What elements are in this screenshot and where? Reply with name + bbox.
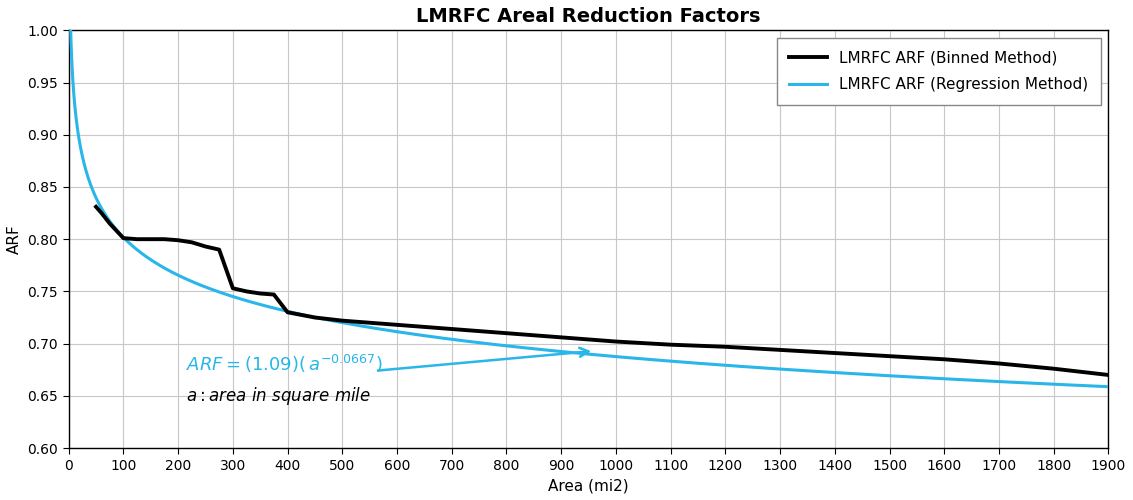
LMRFC ARF (Regression Method): [1101, 384, 1115, 390]
LMRFC ARF (Binned Method): [267, 292, 281, 298]
LMRFC ARF (Binned Method): [281, 310, 295, 316]
LMRFC ARF (Binned Method): [993, 360, 1006, 366]
Legend: LMRFC ARF (Binned Method), LMRFC ARF (Regression Method): LMRFC ARF (Binned Method), LMRFC ARF (Re…: [777, 38, 1101, 104]
LMRFC ARF (Binned Method): [1047, 366, 1060, 372]
LMRFC ARF (Binned Method): [212, 246, 225, 252]
Y-axis label: ARF: ARF: [7, 224, 22, 254]
X-axis label: Area (mi2): Area (mi2): [548, 478, 629, 493]
LMRFC ARF (Regression Method): [505, 344, 519, 349]
LMRFC ARF (Binned Method): [664, 342, 678, 347]
LMRFC ARF (Binned Method): [185, 240, 198, 246]
LMRFC ARF (Binned Method): [774, 347, 787, 353]
LMRFC ARF (Binned Method): [171, 237, 185, 243]
LMRFC ARF (Regression Method): [969, 378, 982, 384]
LMRFC ARF (Binned Method): [1101, 372, 1115, 378]
LMRFC ARF (Binned Method): [130, 236, 144, 242]
LMRFC ARF (Binned Method): [198, 244, 212, 250]
LMRFC ARF (Binned Method): [95, 210, 109, 216]
Line: LMRFC ARF (Regression Method): LMRFC ARF (Regression Method): [69, 0, 1108, 386]
LMRFC ARF (Binned Method): [335, 318, 349, 324]
LMRFC ARF (Binned Method): [144, 236, 157, 242]
LMRFC ARF (Binned Method): [240, 288, 254, 294]
Text: $ARF = (1.09)(\,a^{-0.0667})$: $ARF = (1.09)(\,a^{-0.0667})$: [186, 352, 383, 375]
Title: LMRFC Areal Reduction Factors: LMRFC Areal Reduction Factors: [416, 7, 760, 26]
LMRFC ARF (Binned Method): [610, 338, 623, 344]
Text: $\boldsymbol{\mathit{a: area\ in\ square\ mile}}$: $\boldsymbol{\mathit{a: area\ in\ square…: [186, 385, 372, 407]
LMRFC ARF (Binned Method): [937, 356, 951, 362]
Line: LMRFC ARF (Binned Method): LMRFC ARF (Binned Method): [96, 207, 1108, 375]
LMRFC ARF (Regression Method): [242, 298, 256, 304]
LMRFC ARF (Binned Method): [390, 322, 403, 328]
LMRFC ARF (Binned Method): [500, 330, 513, 336]
LMRFC ARF (Binned Method): [445, 326, 459, 332]
LMRFC ARF (Binned Method): [117, 235, 130, 241]
LMRFC ARF (Binned Method): [308, 314, 322, 320]
LMRFC ARF (Binned Method): [157, 236, 171, 242]
LMRFC ARF (Binned Method): [103, 220, 117, 226]
LMRFC ARF (Regression Method): [180, 276, 194, 282]
LMRFC ARF (Regression Method): [1081, 383, 1094, 389]
LMRFC ARF (Binned Method): [718, 344, 732, 350]
LMRFC ARF (Binned Method): [554, 334, 568, 340]
LMRFC ARF (Binned Method): [227, 286, 240, 292]
LMRFC ARF (Regression Method): [461, 338, 475, 344]
LMRFC ARF (Binned Method): [90, 204, 103, 210]
LMRFC ARF (Binned Method): [883, 353, 896, 359]
LMRFC ARF (Binned Method): [254, 290, 267, 296]
LMRFC ARF (Binned Method): [828, 350, 842, 356]
